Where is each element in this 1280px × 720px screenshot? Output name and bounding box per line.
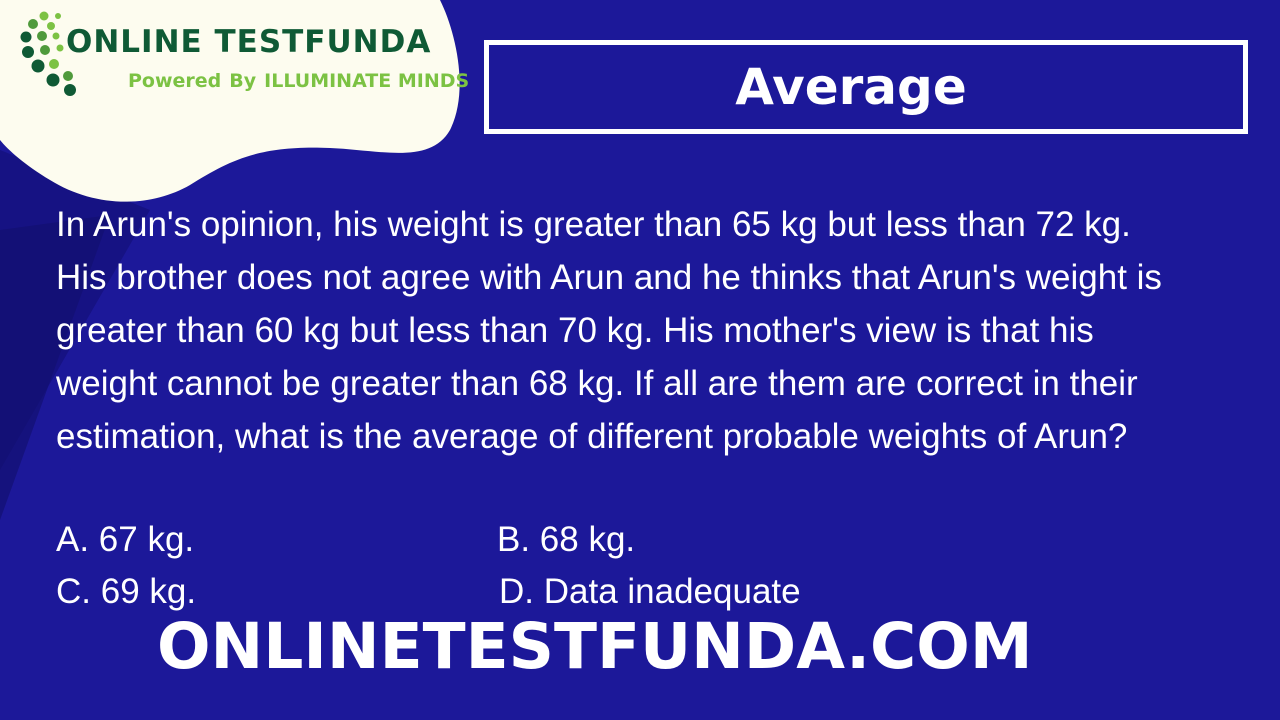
option-c: C. 69 kg. [56,572,197,611]
page-title: Average [735,58,967,116]
tagline-org: ILLUMINATE MINDS [264,70,470,92]
brand-tagline: Powered By ILLUMINATE MINDS [128,70,469,92]
question-text: In Arun's opinion, his weight is greater… [56,205,1162,456]
tagline-by: By [229,70,257,92]
option-b: B. 68 kg. [497,520,636,559]
option-d: D. Data inadequate [499,572,801,611]
logo-background-shape [0,0,460,202]
tagline-prefix: Powered [128,70,222,92]
option-a: A. 67 kg. [56,520,195,559]
logo-icon [20,11,76,96]
title-box: Average [484,40,1248,134]
brand-name: ONLINE TESTFUNDA [66,24,432,60]
footer-website: ONLINETESTFUNDA.COM [157,610,1033,683]
